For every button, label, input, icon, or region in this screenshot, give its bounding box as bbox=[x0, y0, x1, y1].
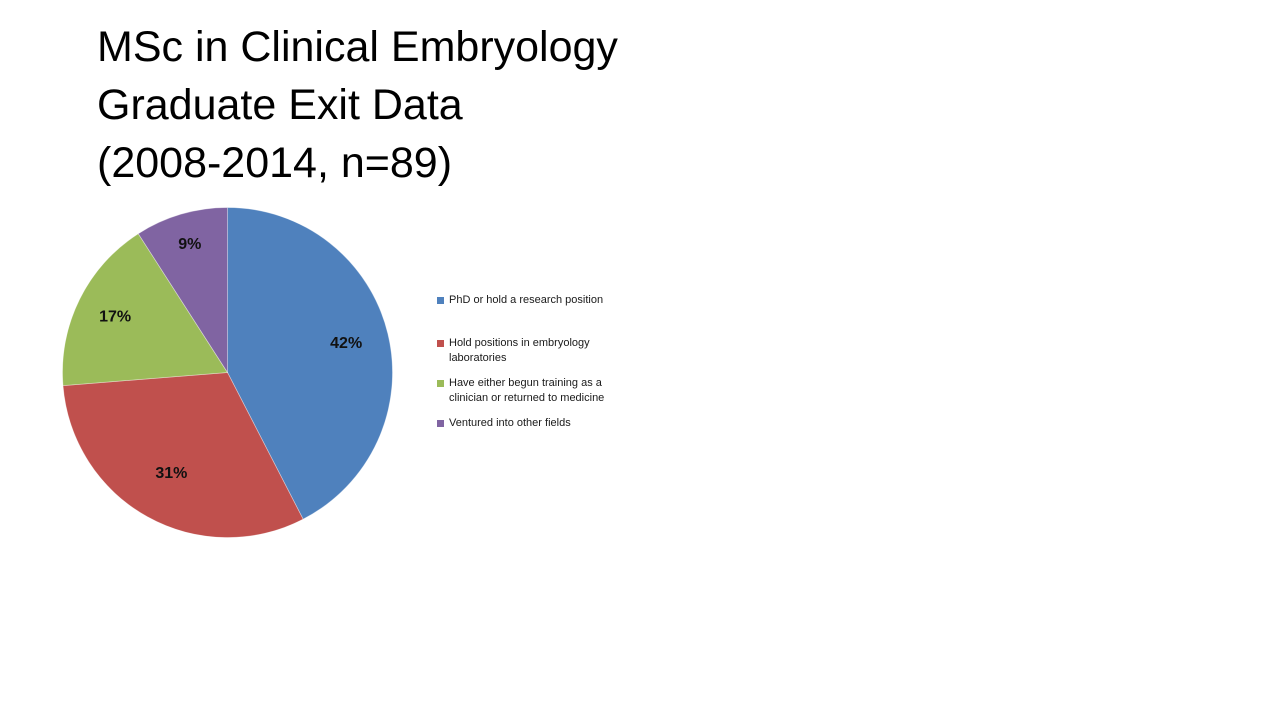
legend-label: PhD or hold a research position bbox=[449, 294, 604, 306]
slice-percentage-label: 31% bbox=[155, 465, 187, 482]
legend-item: Ventured into other fields bbox=[437, 416, 633, 431]
pie-svg: 42% 31% 17% 9% bbox=[62, 207, 393, 538]
legend-label: Ventured into other fields bbox=[449, 417, 571, 429]
chart-title: MSc in Clinical Embryology Graduate Exit… bbox=[97, 18, 737, 192]
legend-swatch bbox=[437, 340, 444, 347]
legend-swatch bbox=[437, 297, 444, 304]
title-line-3: (2008-2014, n=89) bbox=[97, 139, 453, 187]
slice-percentage-label: 17% bbox=[99, 308, 131, 325]
slice-percentage-label: 9% bbox=[178, 236, 201, 253]
legend-swatch bbox=[437, 420, 444, 427]
legend-label: Have either begun training as a clinicia… bbox=[449, 377, 605, 404]
legend-item: PhD or hold a research position bbox=[437, 293, 633, 308]
pie-slice bbox=[62, 372, 304, 538]
slice-percentage-label: 42% bbox=[330, 335, 362, 352]
pie-chart: 42% 31% 17% 9% bbox=[61, 206, 394, 539]
legend-label: Hold positions in embryology laboratorie… bbox=[449, 337, 590, 364]
pie-slice bbox=[62, 233, 229, 386]
title-line-1: MSc in Clinical Embryology bbox=[97, 23, 618, 71]
title-line-2: Graduate Exit Data bbox=[97, 81, 463, 129]
legend-swatch bbox=[437, 380, 444, 387]
legend-item: Hold positions in embryology laboratorie… bbox=[437, 336, 633, 366]
pie-slice bbox=[137, 207, 228, 374]
pie-slice bbox=[227, 207, 393, 520]
legend: PhD or hold a research position Hold pos… bbox=[437, 293, 633, 431]
legend-item: Have either begun training as a clinicia… bbox=[437, 376, 633, 406]
